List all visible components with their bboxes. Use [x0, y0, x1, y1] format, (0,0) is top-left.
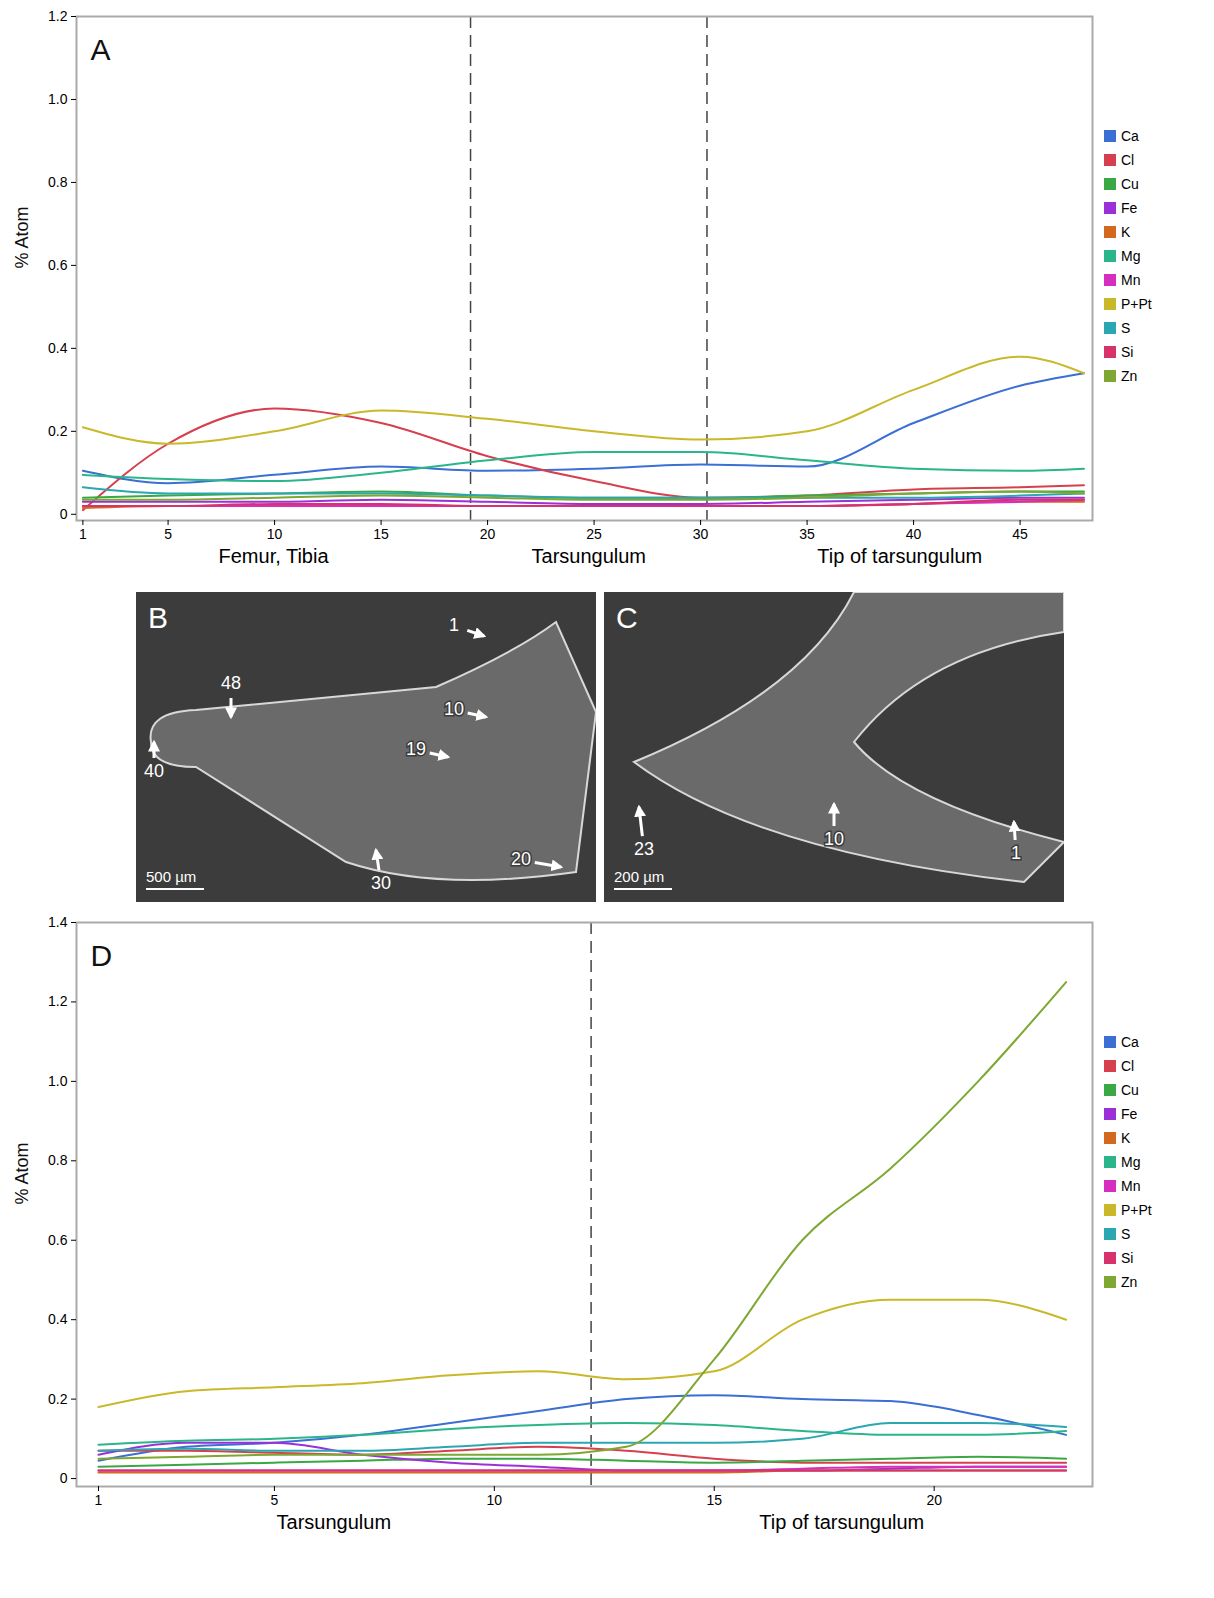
- html-text:Ca: Ca: [1121, 1034, 1139, 1050]
- svg-text:0.8: 0.8: [48, 1152, 68, 1168]
- html-text:Ca: Ca: [1121, 128, 1139, 144]
- svg-text:10: 10: [267, 526, 283, 542]
- html-text:Si: Si: [1121, 1250, 1134, 1266]
- svg-text:200 µm: 200 µm: [614, 868, 664, 885]
- svg-text:1.0: 1.0: [48, 1073, 68, 1089]
- svg-text:0.8: 0.8: [48, 174, 68, 190]
- svg-text:45: 45: [1012, 526, 1028, 542]
- svg-text:Tip of tarsungulum: Tip of tarsungulum: [817, 545, 982, 567]
- svg-text:1.4: 1.4: [48, 914, 68, 930]
- html-text:Mg: Mg: [1121, 248, 1141, 264]
- svg-text:35: 35: [799, 526, 815, 542]
- svg-text:25: 25: [586, 526, 602, 542]
- svg-text:Tarsungulum: Tarsungulum: [277, 1511, 392, 1533]
- svg-text:1: 1: [79, 526, 87, 542]
- svg-text:0.4: 0.4: [48, 340, 68, 356]
- svg-text:C: C: [616, 601, 638, 634]
- svg-text:0: 0: [60, 1470, 68, 1486]
- svg-text:5: 5: [164, 526, 172, 542]
- html-text:Zn: Zn: [1121, 368, 1138, 384]
- svg-text:Femur, Tibia: Femur, Tibia: [218, 545, 329, 567]
- html-text:S: S: [1121, 1226, 1131, 1242]
- html-text:Cl: Cl: [1121, 1058, 1135, 1074]
- svg-text:0.2: 0.2: [48, 423, 68, 439]
- html-text:Cl: Cl: [1121, 152, 1135, 168]
- html-text:Cu: Cu: [1121, 1082, 1139, 1098]
- html-text:Fe: Fe: [1121, 1106, 1138, 1122]
- svg-text:1: 1: [449, 615, 459, 635]
- svg-text:10: 10: [487, 1492, 503, 1508]
- html-text:P+Pt: P+Pt: [1121, 1202, 1152, 1218]
- svg-text:48: 48: [221, 673, 241, 693]
- svg-text:20: 20: [480, 526, 496, 542]
- html-text:K: K: [1121, 1130, 1131, 1146]
- svg-text:500 µm: 500 µm: [146, 868, 196, 885]
- svg-text:20: 20: [926, 1492, 942, 1508]
- svg-text:1: 1: [1011, 843, 1021, 863]
- svg-text:15: 15: [706, 1492, 722, 1508]
- svg-text:0: 0: [60, 506, 68, 522]
- svg-text:40: 40: [144, 761, 164, 781]
- svg-text:10: 10: [824, 829, 844, 849]
- svg-text:5: 5: [271, 1492, 279, 1508]
- svg-text:% Atom: % Atom: [12, 1142, 32, 1204]
- svg-text:Tip of tarsungulum: Tip of tarsungulum: [759, 1511, 924, 1533]
- html-text:Mg: Mg: [1121, 1154, 1141, 1170]
- html-text:P+Pt: P+Pt: [1121, 296, 1152, 312]
- html-text:Mn: Mn: [1121, 272, 1141, 288]
- svg-text:0.6: 0.6: [48, 1232, 68, 1248]
- html-text:S: S: [1121, 320, 1131, 336]
- html-text:Zn: Zn: [1121, 1274, 1138, 1290]
- svg-text:15: 15: [373, 526, 389, 542]
- html-text:K: K: [1121, 224, 1131, 240]
- svg-text:0.2: 0.2: [48, 1391, 68, 1407]
- svg-text:1.2: 1.2: [48, 8, 68, 24]
- svg-text:A: A: [91, 33, 111, 66]
- svg-text:1.2: 1.2: [48, 993, 68, 1009]
- html-text:Cu: Cu: [1121, 176, 1139, 192]
- svg-text:Tarsungulum: Tarsungulum: [532, 545, 647, 567]
- svg-text:23: 23: [634, 839, 654, 859]
- svg-text:B: B: [148, 601, 168, 634]
- html-text:Fe: Fe: [1121, 200, 1138, 216]
- svg-text:10: 10: [444, 699, 464, 719]
- svg-text:1: 1: [95, 1492, 103, 1508]
- svg-text:1.0: 1.0: [48, 91, 68, 107]
- svg-text:D: D: [91, 939, 113, 972]
- html-text:Mn: Mn: [1121, 1178, 1141, 1194]
- svg-text:20: 20: [511, 849, 531, 869]
- html-text:Si: Si: [1121, 344, 1134, 360]
- svg-text:19: 19: [406, 739, 426, 759]
- svg-text:30: 30: [371, 873, 391, 893]
- svg-text:30: 30: [693, 526, 709, 542]
- svg-text:40: 40: [906, 526, 922, 542]
- svg-text:% Atom: % Atom: [12, 206, 32, 268]
- svg-text:0.6: 0.6: [48, 257, 68, 273]
- svg-text:0.4: 0.4: [48, 1311, 68, 1327]
